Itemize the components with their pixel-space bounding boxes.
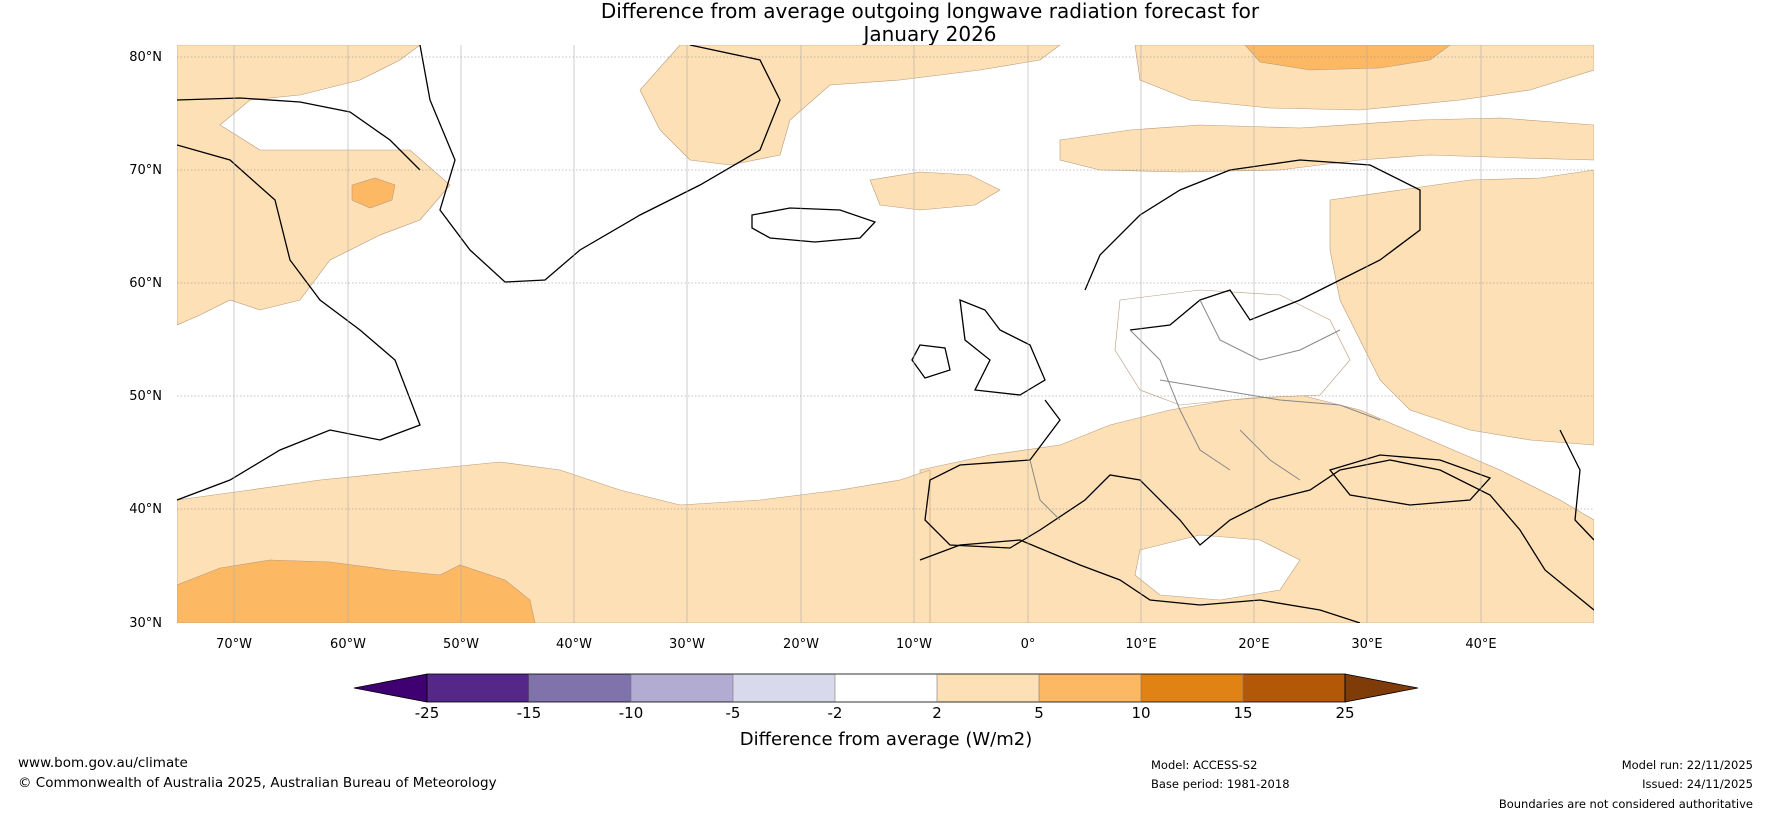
meridians (233, 45, 1482, 623)
map-title-line1: Difference from average outgoing longwav… (600, 0, 1260, 23)
lon-label: 40°W (556, 637, 592, 652)
anomaly-patch-labrador (351, 177, 396, 209)
lat-label: 40°N (129, 502, 162, 517)
lon-label: 30°W (669, 637, 705, 652)
colorbar-segment (1243, 674, 1345, 702)
lon-label: 40°E (1465, 637, 1496, 652)
lon-label: 0° (1021, 637, 1036, 652)
anomaly-shading (177, 45, 1594, 623)
lon-label: 30°E (1351, 637, 1382, 652)
coastlines (177, 45, 1594, 623)
anomaly-region-norwegian-sea (1059, 117, 1594, 173)
anomaly-region-svalbard (1134, 45, 1594, 111)
colorbar-segment (1141, 674, 1243, 702)
coastline-scandinavia (1084, 159, 1421, 331)
coastline-caspian (1559, 429, 1594, 541)
colorbar-extend-high (1344, 673, 1419, 703)
latitude-labels: 80°N 70°N 60°N 50°N 40°N 30°N (129, 50, 162, 631)
colorbar-label: Difference from average (W/m2) (740, 729, 1032, 750)
colorbar-segment (835, 674, 937, 702)
lon-label: 50°W (443, 637, 479, 652)
footer-base-period: Base period: 1981-2018 (1151, 777, 1290, 791)
colorbar-segment (529, 674, 631, 702)
coastline-north-africa (919, 539, 1361, 623)
colorbar-segment (631, 674, 733, 702)
anomaly-patch-arctic (1244, 45, 1451, 71)
colorbar-tick: -5 (726, 704, 741, 722)
colorbar-ticks: -25 -15 -10 -5 -2 2 5 10 15 25 (415, 704, 1355, 722)
colorbar-segment (937, 674, 1039, 702)
coastline-iceland (751, 207, 877, 243)
footer-copyright: © Commonwealth of Australia 2025, Austra… (18, 775, 497, 791)
country-borders (1029, 299, 1381, 521)
coastline-black-sea (1328, 454, 1492, 506)
colorbar-segment (733, 674, 835, 702)
colorbar-tick: 25 (1335, 704, 1354, 722)
lon-label: 70°W (216, 637, 252, 652)
anomaly-region-canada-greenland (177, 45, 451, 326)
coastline-baffin (177, 97, 421, 171)
lon-label: 10°W (896, 637, 932, 652)
lon-label: 20°E (1238, 637, 1269, 652)
anomaly-region-eastern-europe (1329, 169, 1594, 446)
anomaly-region-icelandic-patch (869, 171, 1001, 211)
footer-disclaimer: Boundaries are not considered authoritat… (1498, 797, 1753, 811)
anomaly-region-mediterranean (919, 394, 1594, 623)
colorbar-outline (426, 673, 1346, 703)
lat-label: 70°N (129, 163, 162, 178)
colorbar-extend-low (353, 673, 428, 703)
colorbar-tick: 10 (1131, 704, 1150, 722)
colorbar-tick: -10 (619, 704, 644, 722)
lat-label: 60°N (129, 276, 162, 291)
colorbar-segment (427, 674, 529, 702)
longitude-labels: 70°W 60°W 50°W 40°W 30°W 20°W 10°W 0° 10… (216, 637, 1497, 652)
colorbar-segment (1039, 674, 1141, 702)
coastline-greenland (419, 45, 781, 283)
lon-label: 10°E (1125, 637, 1156, 652)
anomaly-patch-subtropics (177, 559, 536, 623)
footer-issued: Issued: 24/11/2025 (1642, 777, 1753, 791)
footer-model-run: Model run: 22/11/2025 (1621, 758, 1753, 772)
coastline-west-europe (924, 399, 1594, 611)
lat-label: 80°N (129, 50, 162, 65)
coastline-canada (177, 144, 421, 501)
lon-label: 60°W (330, 637, 366, 652)
colorbar: -25 -15 -10 -5 -2 2 5 10 15 25 Differenc… (353, 673, 1419, 750)
lon-label: 20°W (783, 637, 819, 652)
map-title: Difference from average outgoing longwav… (0, 0, 1770, 46)
border-lines (1029, 299, 1381, 521)
colorbar-separators (528, 674, 1244, 702)
map-title-line2: January 2026 (863, 22, 997, 46)
colorbar-tick: 15 (1233, 704, 1252, 722)
colorbar-tick: -15 (517, 704, 542, 722)
lat-label: 30°N (129, 616, 162, 631)
coastline-british-isles (911, 298, 1046, 396)
anomaly-hole-north-africa (1134, 534, 1301, 601)
graticule (177, 56, 1594, 510)
colorbar-tick: -25 (415, 704, 440, 722)
footer-website: www.bom.gov.au/climate (18, 755, 188, 771)
anomaly-region-north-atlantic (639, 45, 1061, 166)
lat-label: 50°N (129, 389, 162, 404)
colorbar-tick: -2 (828, 704, 843, 722)
colorbar-tick: 2 (932, 704, 942, 722)
anomaly-hole-central-europe (1114, 289, 1351, 406)
footer-model: Model: ACCESS-S2 (1151, 758, 1258, 772)
colorbar-tick: 5 (1034, 704, 1044, 722)
